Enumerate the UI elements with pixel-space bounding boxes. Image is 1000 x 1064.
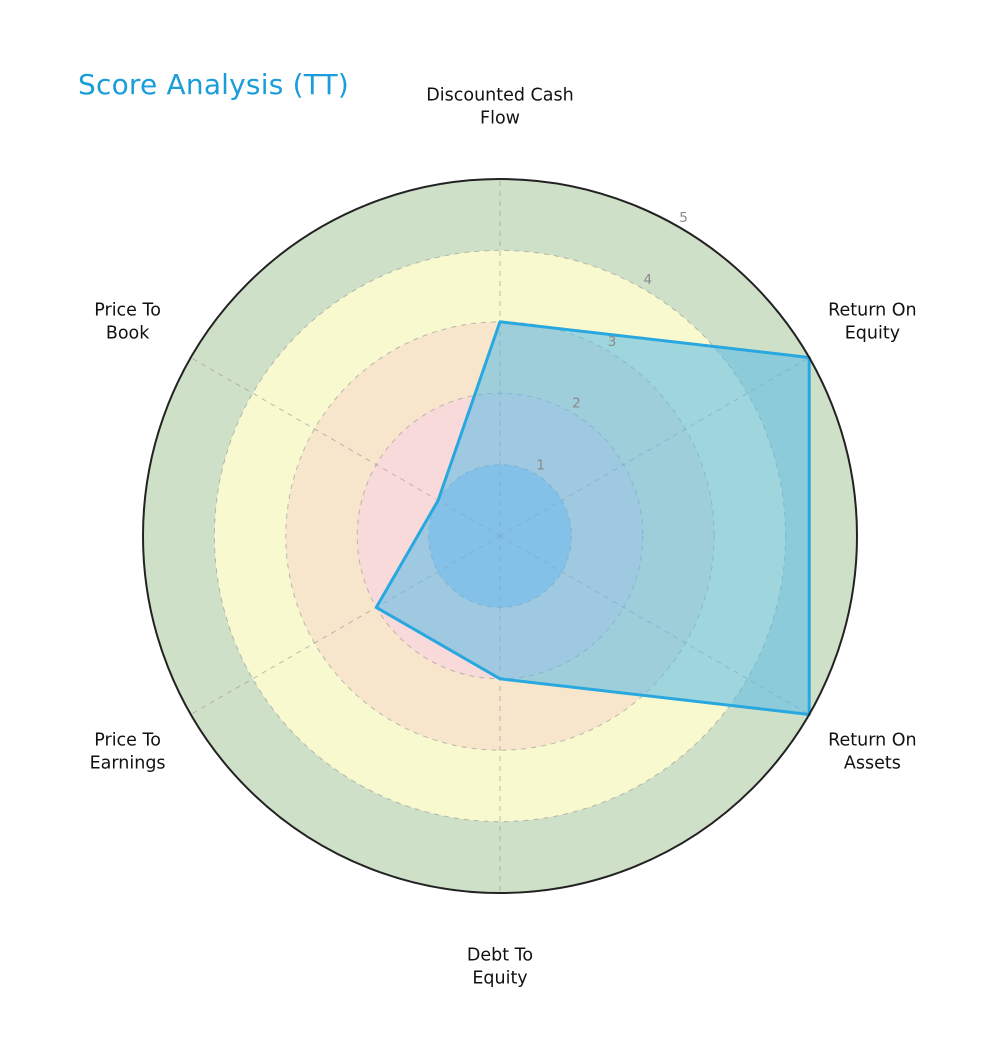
axis-label: Return On Assets [828,731,917,774]
axis-label: Price To Book [94,301,161,344]
axis-label-line: Flow [480,109,520,129]
axis-label-line: Return On [828,301,917,321]
axis-label-line: Price To [94,731,161,751]
axis-label-line: Debt To [467,946,533,966]
axis-label-line: Equity [472,969,527,989]
radial-tick-label: 5 [679,210,688,226]
radial-tick-label: 3 [608,334,617,350]
axis-label-line: Assets [844,754,901,774]
axis-label: Discounted Cash Flow [426,86,573,129]
radial-tick-label: 4 [644,272,653,288]
chart-title: Score Analysis (TT) [78,68,349,101]
axis-label: Debt To Equity [467,946,533,989]
axis-label-line: Discounted Cash [426,86,573,106]
radial-tick-label: 1 [536,458,545,474]
radial-tick-label: 2 [572,396,581,412]
axis-label-line: Equity [845,324,900,344]
axis-label: Return On Equity [828,301,917,344]
outer-circle [142,178,858,894]
axis-label: Price To Earnings [90,731,166,774]
axis-label-line: Return On [828,731,917,751]
axis-label-line: Book [106,324,150,344]
axis-label-line: Price To [94,301,161,321]
axis-label-line: Earnings [90,754,166,774]
